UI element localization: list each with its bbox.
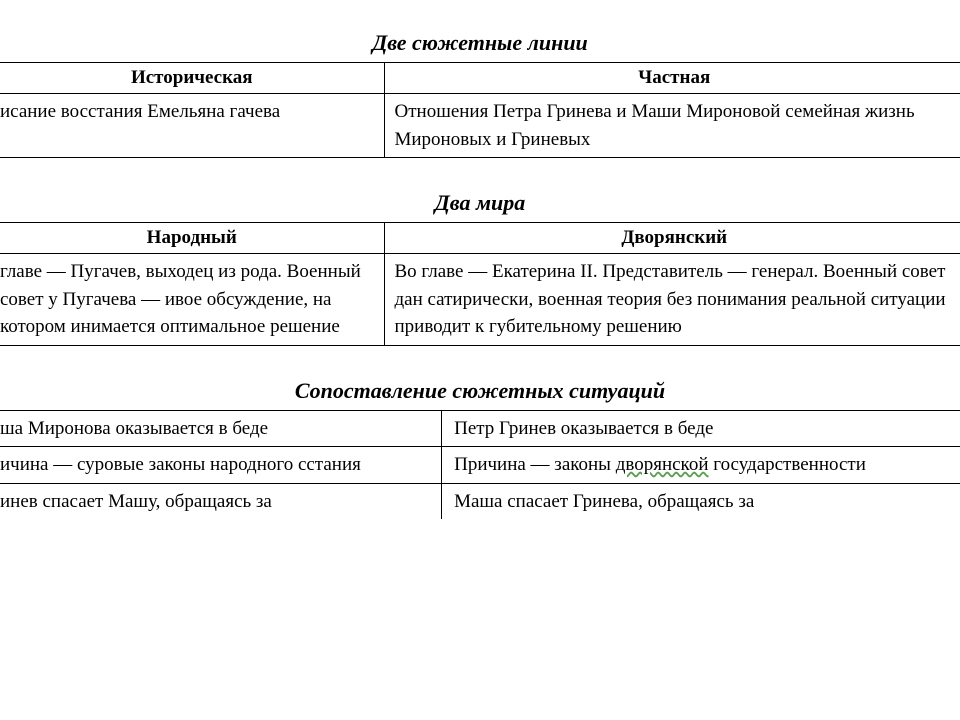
table-row: инев спасает Машу, обращаясь за Маша спа… (0, 483, 960, 519)
table-plot-lines: Историческая Частная исание восстания Ем… (0, 62, 960, 158)
table-cell: Во главе — Екатерина II. Представитель —… (384, 254, 960, 346)
cell-text: Причина — законы дворянской государствен… (454, 454, 866, 475)
table-header-row: Историческая Частная (0, 63, 960, 94)
section-two-worlds: Два мира Народный Дворянский главе — Пуг… (0, 190, 960, 346)
column-header: Историческая (0, 63, 384, 94)
table-header-row: Народный Дворянский (0, 223, 960, 254)
table-two-worlds: Народный Дворянский главе — Пугачев, вых… (0, 222, 960, 346)
table-cell: Причина — законы дворянской государствен… (442, 447, 960, 484)
column-header: Народный (0, 223, 384, 254)
table-row: ша Миронова оказывается в беде Петр Грин… (0, 410, 960, 447)
column-header: Частная (384, 63, 960, 94)
table-cell: Маша спасает Гринева, обращаясь за (442, 483, 960, 519)
section-title: Два мира (0, 190, 960, 216)
table-row: ичина — суровые законы народного сстания… (0, 447, 960, 484)
section-plot-lines: Две сюжетные линии Историческая Частная … (0, 30, 960, 158)
table-cell: ичина — суровые законы народного сстания (0, 447, 442, 484)
section-title: Две сюжетные линии (0, 30, 960, 56)
table-cell: главе — Пугачев, выходец из рода. Военны… (0, 254, 384, 346)
table-cell: инев спасает Машу, обращаясь за (0, 483, 442, 519)
table-row: исание восстания Емельяна гачева Отношен… (0, 94, 960, 158)
table-cell: Петр Гринев оказывается в беде (442, 410, 960, 447)
table-cell: ша Миронова оказывается в беде (0, 410, 442, 447)
table-cell: Отношения Петра Гринева и Маши Мироновой… (384, 94, 960, 158)
section-title: Сопоставление сюжетных ситуаций (0, 378, 960, 404)
table-situations: ша Миронова оказывается в беде Петр Грин… (0, 410, 960, 520)
column-header: Дворянский (384, 223, 960, 254)
wavy-underline-text: дворянской (616, 454, 709, 475)
table-row: главе — Пугачев, выходец из рода. Военны… (0, 254, 960, 346)
table-cell: исание восстания Емельяна гачева (0, 94, 384, 158)
section-situations: Сопоставление сюжетных ситуаций ша Мирон… (0, 378, 960, 520)
